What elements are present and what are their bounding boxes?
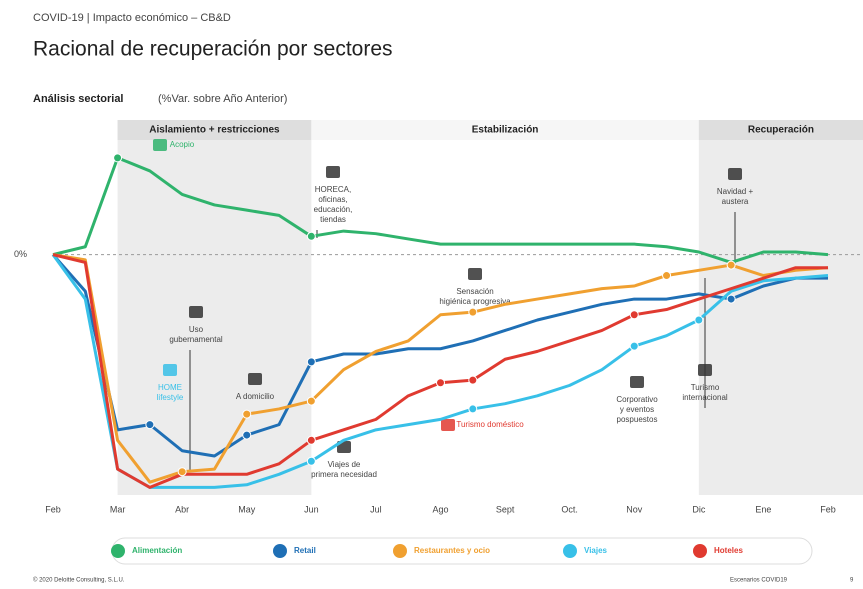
x-tick-label: Sept (496, 504, 515, 514)
annotation: higiénica progresiva (439, 297, 511, 306)
x-tick-label: Nov (626, 504, 643, 514)
legend-swatch (563, 544, 577, 558)
annotation-icon (728, 168, 742, 180)
y-tick-label: 0% (14, 249, 27, 259)
annotation: internacional (682, 393, 728, 402)
annotation: Acopio (170, 140, 195, 149)
annotation: lifestyle (157, 393, 184, 402)
x-tick-label: Ene (755, 504, 771, 514)
annotation-icon (153, 139, 167, 151)
legend-swatch (693, 544, 707, 558)
phase-header (698, 120, 863, 140)
annotation: educación, (314, 205, 353, 214)
annotation: Corporativo (616, 395, 658, 404)
annotation: y eventos (620, 405, 654, 414)
phase-header (117, 120, 312, 140)
phase-band (117, 120, 312, 495)
annotation-icon (441, 419, 455, 431)
title: Racional de recuperación por sectores (33, 38, 393, 61)
x-tick-label: Ago (432, 504, 448, 514)
annotation: HOME (158, 383, 182, 392)
phase-label: Estabilización (472, 125, 539, 136)
header: COVID-19 | Impacto económico – CB&D (33, 12, 231, 24)
annotation: HORECA, (315, 185, 351, 194)
legend-label: Hoteles (714, 546, 743, 555)
annotation: A domicilio (236, 392, 275, 401)
annotation: tiendas (320, 215, 346, 224)
x-tick-label: Jun (304, 504, 319, 514)
point (726, 260, 736, 270)
x-tick-label: Abr (175, 504, 189, 514)
annotation-icon (326, 166, 340, 178)
point (306, 396, 316, 406)
annotation-icon (163, 364, 177, 376)
point (306, 231, 316, 241)
annotation-icon (248, 373, 262, 385)
point (468, 307, 478, 317)
phase-header (311, 120, 699, 140)
x-tick-label: Dic (692, 504, 705, 514)
legend-swatch (393, 544, 407, 558)
annotation-icon (698, 364, 712, 376)
annotation: primera necesidad (311, 470, 377, 479)
x-tick-label: May (238, 504, 256, 514)
annotation: Turismo (691, 383, 720, 392)
annotation-icon (468, 268, 482, 280)
footer-right: Escenarios COVID19 (730, 578, 788, 584)
point (468, 375, 478, 385)
point (662, 271, 672, 281)
phase-label: Aislamiento + restricciones (149, 125, 280, 136)
annotation: gubernamental (169, 335, 223, 344)
point (306, 435, 316, 445)
subtitle: Análisis sectorial (33, 93, 124, 105)
point (145, 420, 155, 430)
annotation: Viajes de (328, 460, 361, 469)
footer-left: © 2020 Deloitte Consulting, S.L.U. (33, 577, 125, 584)
point (306, 456, 316, 466)
phase-band (698, 120, 863, 495)
x-tick-label: Feb (820, 504, 836, 514)
point (242, 430, 252, 440)
annotation-icon (189, 306, 203, 318)
x-tick-label: Oct. (561, 504, 578, 514)
point (113, 153, 123, 163)
x-tick-label: Feb (45, 504, 61, 514)
annotation: Sensación (456, 287, 493, 296)
point (436, 378, 445, 388)
legend-swatch (273, 544, 287, 558)
x-tick-label: Jul (370, 504, 382, 514)
point (177, 467, 187, 477)
point (468, 404, 478, 414)
legend-label: Retail (294, 546, 316, 555)
annotation: Uso (189, 325, 204, 334)
point (726, 294, 736, 304)
annotation: austera (722, 197, 749, 206)
x-tick-label: Mar (110, 504, 126, 514)
point (242, 409, 252, 419)
point (694, 315, 704, 325)
legend-label: Viajes (584, 546, 608, 555)
series-line (51, 253, 828, 458)
point (629, 310, 639, 320)
legend-swatch (111, 544, 125, 558)
annotation: Turismo doméstico (456, 420, 524, 429)
subtitle-note: (%Var. sobre Año Anterior) (158, 93, 287, 105)
point (629, 341, 639, 351)
legend-label: Alimentación (132, 546, 182, 555)
legend-label: Restaurantes y ocio (414, 546, 490, 555)
annotation-icon (630, 376, 644, 388)
page-number: 9 (850, 578, 854, 584)
series-line (52, 156, 829, 264)
annotation: pospuestos (617, 415, 658, 424)
point (306, 357, 316, 367)
annotation: oficinas, (318, 195, 347, 204)
phase-label: Recuperación (748, 125, 814, 136)
annotation: Navidad + (717, 187, 754, 196)
